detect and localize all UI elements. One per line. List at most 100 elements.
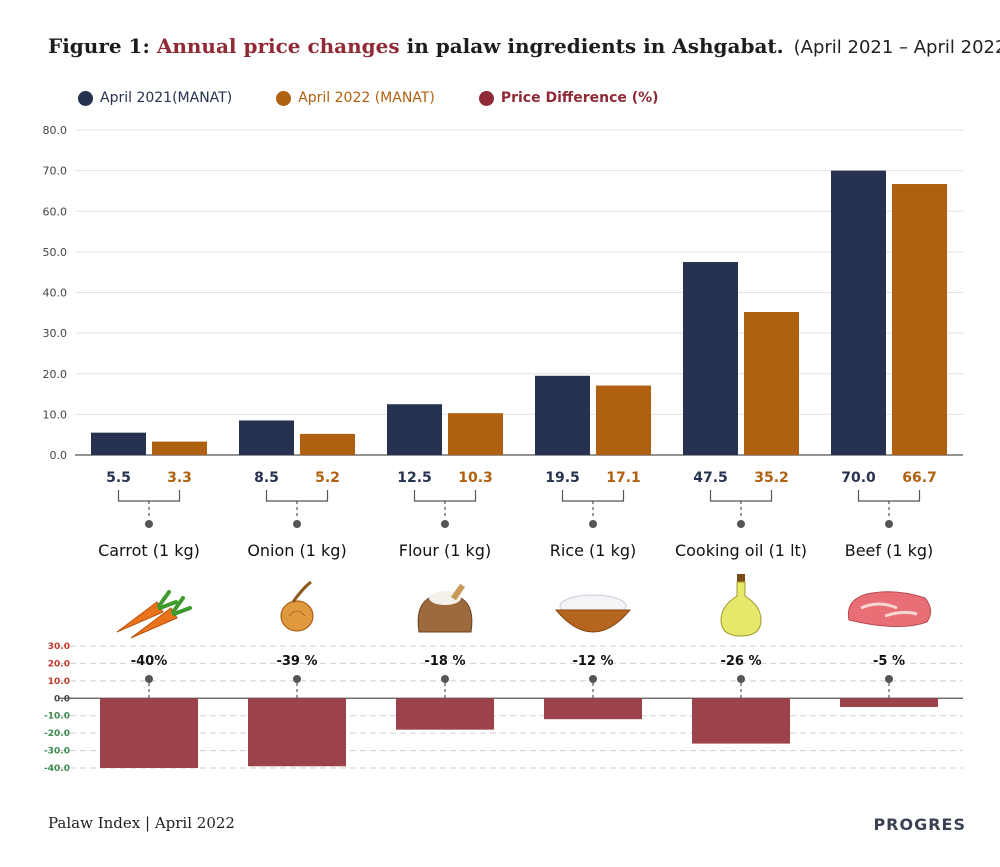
category-label: Flour (1 kg) (399, 541, 491, 560)
legend-label-diff: Price Difference (%) (500, 90, 659, 106)
footer-source: Palaw Index | April 2022 (48, 814, 235, 832)
diff-dot (145, 675, 153, 683)
bottle-cap (737, 574, 745, 582)
bar-price-difference (100, 698, 198, 768)
diff-dot (293, 675, 301, 683)
scoop (450, 583, 466, 601)
data-label-2022: 5.2 (315, 470, 340, 486)
data-label-2021: 8.5 (254, 470, 279, 486)
bracket (709, 490, 773, 502)
bottom-chart: 30.0 20.0 10.0 0.0 -10.0 -20.0 -30.0 -40.0 -40% -… (44, 642, 963, 774)
y-tick-label: 30.0 (48, 642, 70, 652)
legend: April 2021(MANAT) April 2022 (MANAT) Pri… (78, 90, 659, 106)
data-label-2021: 5.5 (106, 470, 131, 486)
legend-label-2021: April 2021(MANAT) (100, 90, 233, 106)
data-label-2021: 12.5 (397, 470, 432, 486)
title-prefix: Figure 1: (48, 34, 157, 58)
y-tick-label: 60.0 (43, 205, 68, 218)
carrot-leaves (157, 590, 178, 610)
top-chart: 80.0 70.0 60.0 50.0 40.0 30.0 20.0 10.0 0.0 5.5 8.… (43, 124, 963, 560)
y-tick-label: 40.0 (43, 287, 68, 300)
connector-dot (885, 520, 893, 528)
bracket (265, 490, 329, 502)
y-tick-label: -20.0 (44, 729, 70, 739)
connector-dot (737, 520, 745, 528)
carrot-icon (116, 590, 192, 639)
bar-2021 (535, 375, 590, 455)
bowl (554, 609, 632, 633)
y-tick-label: 20.0 (43, 368, 68, 381)
diff-label: -18 % (424, 654, 465, 669)
diff-label: -12 % (572, 654, 613, 669)
y-tick-label: 0.0 (50, 449, 68, 462)
bracket (857, 490, 921, 502)
category-label: Beef (1 kg) (845, 541, 934, 560)
legend-label-2022: April 2022 (MANAT) (298, 90, 435, 106)
y-tick-label: 30.0 (43, 327, 68, 340)
onion-icon (280, 580, 314, 632)
legend-swatch-2021 (78, 90, 93, 106)
carrot-leaves (171, 596, 192, 616)
data-label-2022: 10.3 (458, 470, 493, 486)
y-tick-label: 80.0 (43, 124, 68, 137)
y-tick-label: 70.0 (43, 165, 68, 178)
category-label: Cooking oil (1 lt) (675, 541, 807, 560)
data-label-2021: 47.5 (693, 470, 728, 486)
bar-2021 (239, 420, 294, 455)
bar-2022 (744, 312, 799, 455)
diff-dot (589, 675, 597, 683)
legend-item-2021: April 2021(MANAT) (78, 90, 232, 106)
connector-dot (293, 520, 301, 528)
bar-2022 (300, 433, 355, 455)
legend-swatch-2022 (276, 90, 292, 106)
data-label-2022: 66.7 (902, 470, 937, 486)
y-tick-label: 50.0 (43, 246, 68, 259)
diff-label: -39 % (276, 654, 317, 669)
y-tick-label: -10.0 (44, 712, 70, 722)
bracket (561, 490, 625, 502)
data-label-2022: 3.3 (167, 470, 192, 486)
connector-dot (441, 520, 449, 528)
legend-item-diff: Price Difference (%) (478, 90, 659, 106)
bar-price-difference (840, 698, 938, 707)
bar-price-difference (544, 698, 642, 720)
title-rest: in palaw ingredients in Ashgabat. (399, 34, 784, 58)
bar-2021 (91, 432, 146, 455)
chart-title: Figure 1: Annual price changes in palaw … (48, 34, 1000, 58)
title-period: (April 2021 – April 2022) (793, 37, 1000, 58)
bar-price-difference (692, 698, 790, 744)
bar-2022 (152, 441, 207, 455)
y-tick-label: -30.0 (44, 747, 70, 757)
category-label: Onion (1 kg) (247, 541, 346, 560)
data-label-2021: 19.5 (545, 470, 580, 486)
bar-2022 (448, 413, 503, 455)
steak-fat (860, 602, 918, 618)
y-tick-label: 10.0 (48, 677, 70, 687)
connector-dot (589, 520, 597, 528)
beef-steak-icon (847, 591, 931, 628)
data-label-2022: 17.1 (606, 470, 641, 486)
oil-bottle-icon (720, 574, 762, 637)
category-label: Carrot (1 kg) (98, 541, 200, 560)
title-highlight: Annual price changes (156, 34, 400, 58)
legend-swatch-diff (478, 90, 494, 106)
legend-item-2022: April 2022 (MANAT) (276, 90, 435, 106)
diff-dot (441, 675, 449, 683)
bar-price-difference (248, 698, 346, 767)
y-tick-label: 20.0 (48, 659, 70, 669)
bracket (117, 490, 181, 502)
steak (847, 591, 931, 628)
data-label-2022: 35.2 (754, 470, 789, 486)
diff-dot (737, 675, 745, 683)
onion-stem (291, 580, 312, 603)
bar-2021 (683, 262, 738, 455)
brand-logo: PROGRES (873, 815, 966, 834)
bottle-body (720, 581, 762, 637)
diff-label: -26 % (720, 654, 761, 669)
bar-2021 (387, 404, 442, 455)
diff-dot (885, 675, 893, 683)
y-tick-label: 0.0 (54, 694, 70, 704)
connector-dot (145, 520, 153, 528)
data-label-2021: 70.0 (841, 470, 876, 486)
